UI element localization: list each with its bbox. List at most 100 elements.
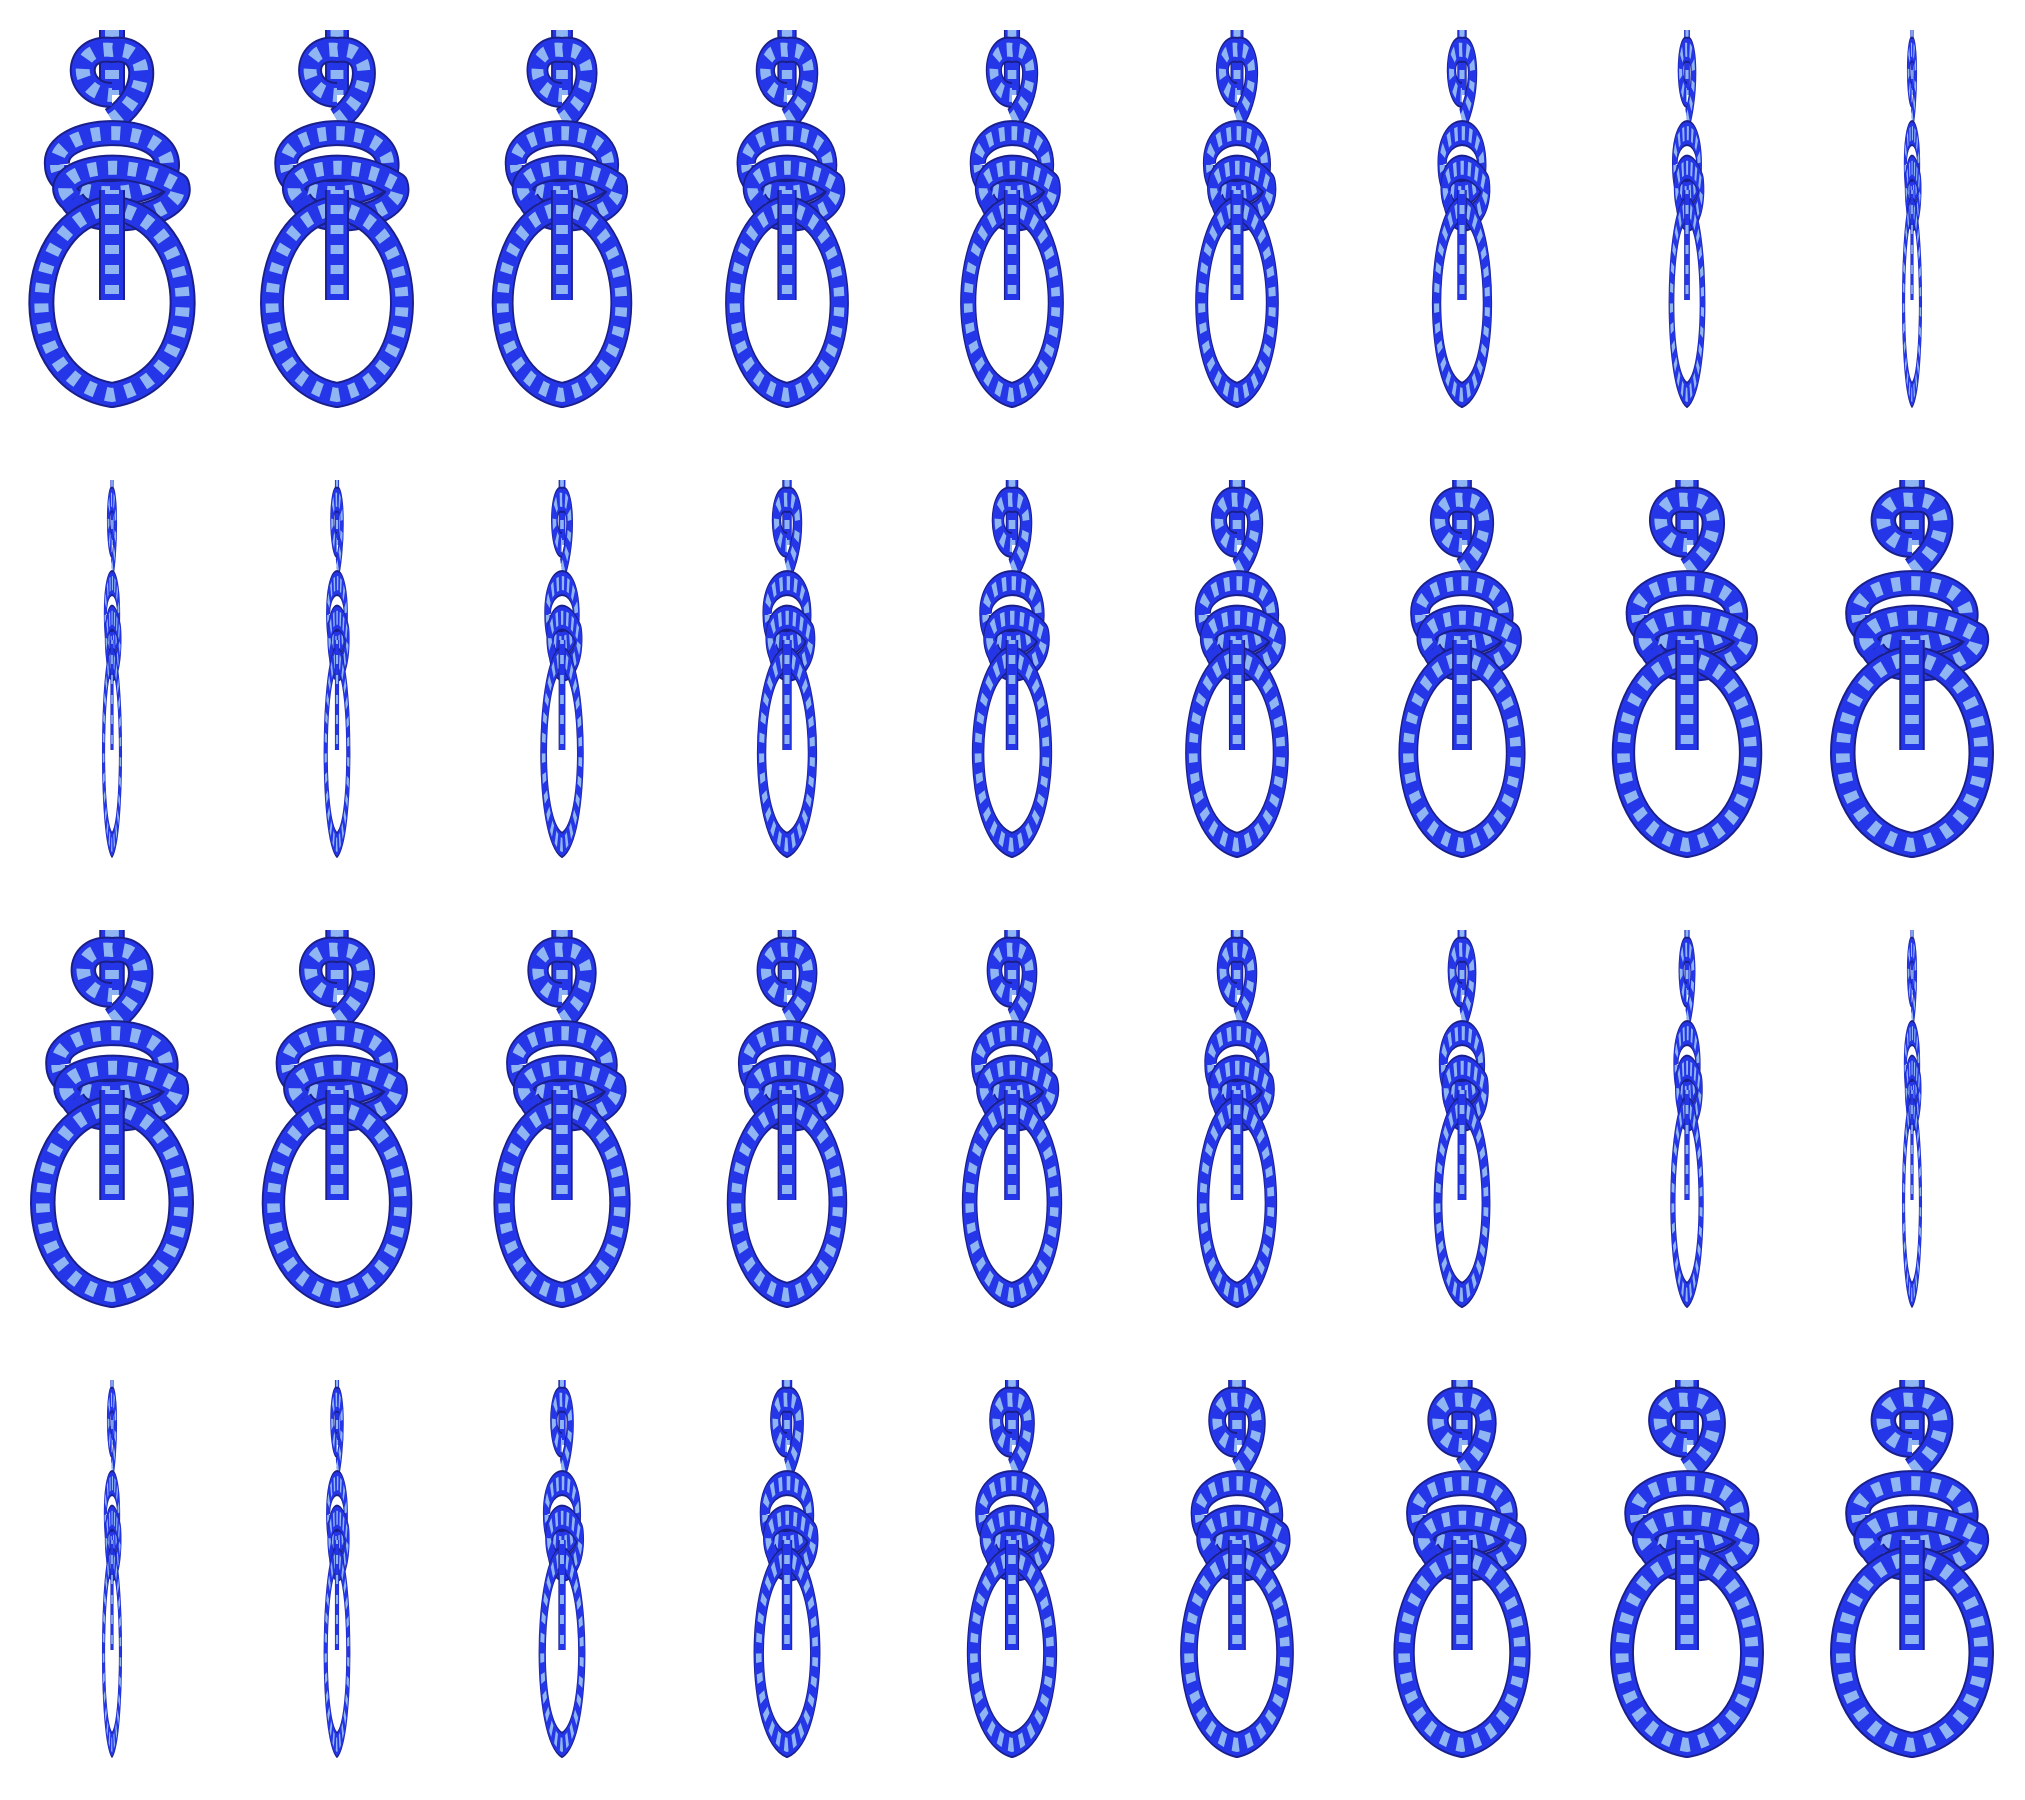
knot-illustration [493, 930, 631, 1308]
rope-braid-pattern [974, 653, 1050, 853]
rope-braid-pattern [1184, 1553, 1290, 1753]
knot-frame [1125, 900, 1350, 1350]
rope-braid-pattern [1212, 1392, 1262, 1476]
rope-knot [1830, 480, 1994, 858]
knot-illustration [726, 930, 848, 1308]
rope-braid-pattern [1876, 492, 1948, 576]
knot-illustration [961, 930, 1063, 1308]
knot-frame [450, 0, 675, 450]
knot-frame [450, 900, 675, 1350]
rope-braid-pattern [1904, 126, 1920, 200]
knot-frame [1575, 0, 1800, 450]
rope-braid-pattern [327, 1476, 347, 1550]
rope-braid-pattern [532, 942, 592, 1026]
rope-braid-pattern [1214, 492, 1260, 576]
knot-frame [900, 450, 1125, 900]
rope-braid-pattern [1617, 653, 1757, 853]
rope-braid-pattern [1435, 1103, 1489, 1303]
knot-frame [1350, 0, 1575, 450]
knot-frame [900, 0, 1125, 450]
knot-illustration [260, 30, 414, 408]
knot-illustration [960, 30, 1064, 408]
rope-braid-pattern [990, 942, 1034, 1026]
knot-illustration [102, 1380, 122, 1758]
rope-knot [1902, 930, 1922, 1308]
rope-braid-pattern [1671, 1103, 1703, 1303]
knot-frame [225, 450, 450, 900]
rope-braid-pattern [978, 1476, 1046, 1551]
knot-frame [1125, 1350, 1350, 1800]
rope-knot [1670, 930, 1704, 1308]
rope-knot [966, 1380, 1058, 1758]
rope-knot [1431, 30, 1493, 408]
rope-braid-pattern [1679, 942, 1695, 1026]
rope-braid-pattern [58, 160, 185, 226]
knot-frame [675, 1350, 900, 1800]
knot-frame [0, 900, 225, 1350]
rope-braid-pattern [1432, 1392, 1492, 1476]
rope-braid-pattern [761, 942, 813, 1026]
knot-frame [1800, 900, 2025, 1350]
rope-knot [102, 1380, 122, 1758]
rope-braid-pattern [1434, 492, 1490, 576]
knot-illustration [540, 480, 584, 858]
rope-knot [1180, 1380, 1294, 1758]
knot-illustration [1196, 930, 1278, 1308]
rope-braid-pattern [265, 203, 409, 403]
rope-braid-pattern [1440, 1026, 1484, 1101]
rope-braid-pattern [1674, 1026, 1700, 1101]
knot-illustration [1611, 480, 1763, 858]
rope-braid-pattern [765, 1510, 816, 1576]
knot-illustration [1902, 930, 1922, 1308]
rope-knot [1195, 30, 1279, 408]
rope-braid-pattern [1907, 942, 1917, 1026]
rope-knot [971, 480, 1053, 858]
rope-braid-pattern [731, 1103, 843, 1303]
rope-knot [960, 30, 1064, 408]
knot-illustration [1668, 30, 1706, 408]
rope-braid-pattern [1398, 1553, 1526, 1753]
rope-braid-pattern [774, 492, 801, 576]
rope-braid-pattern [1442, 160, 1489, 226]
rope-braid-pattern [1449, 42, 1476, 126]
rope-braid-pattern [994, 492, 1030, 576]
rope-braid-pattern [509, 126, 615, 201]
rope-braid-pattern [1421, 610, 1518, 676]
rope-braid-pattern [107, 492, 117, 576]
rope-braid-pattern [1904, 1026, 1920, 1100]
rope-knot [30, 930, 194, 1308]
rope-braid-pattern [76, 942, 148, 1026]
rope-knot [756, 480, 818, 858]
knot-illustration [1398, 480, 1526, 858]
rope-braid-pattern [759, 653, 815, 853]
knot-frame [675, 900, 900, 1350]
knot-illustration [1670, 930, 1704, 1308]
knot-frame [900, 900, 1125, 1350]
knot-frame [675, 450, 900, 900]
knot-frame [675, 0, 900, 450]
rope-braid-pattern [267, 1103, 407, 1303]
knot-illustration [1180, 1380, 1294, 1758]
rope-braid-pattern [756, 1553, 818, 1753]
rope-braid-pattern [965, 1103, 1059, 1303]
rope-braid-pattern [541, 653, 583, 853]
rope-braid-pattern [51, 1026, 173, 1101]
rope-braid-pattern [531, 42, 593, 126]
rope-knot [491, 30, 633, 408]
rope-braid-pattern [104, 1476, 120, 1550]
knot-illustration [756, 480, 818, 858]
rope-braid-pattern [279, 126, 395, 201]
rope-braid-pattern [1836, 1553, 1988, 1753]
rope-braid-pattern [331, 492, 343, 576]
rope-knot [726, 930, 848, 1308]
rope-braid-pattern [1851, 1476, 1973, 1551]
rope-braid-pattern [1631, 576, 1743, 651]
rope-braid-pattern [36, 1103, 188, 1303]
knot-frame [1125, 0, 1350, 450]
rope-braid-pattern [1836, 653, 1988, 853]
rope-braid-pattern [1198, 576, 1276, 651]
rope-knot [1433, 930, 1491, 1308]
rope-knot [493, 930, 631, 1308]
knot-illustration [753, 1380, 821, 1758]
rope-braid-pattern [50, 126, 175, 201]
